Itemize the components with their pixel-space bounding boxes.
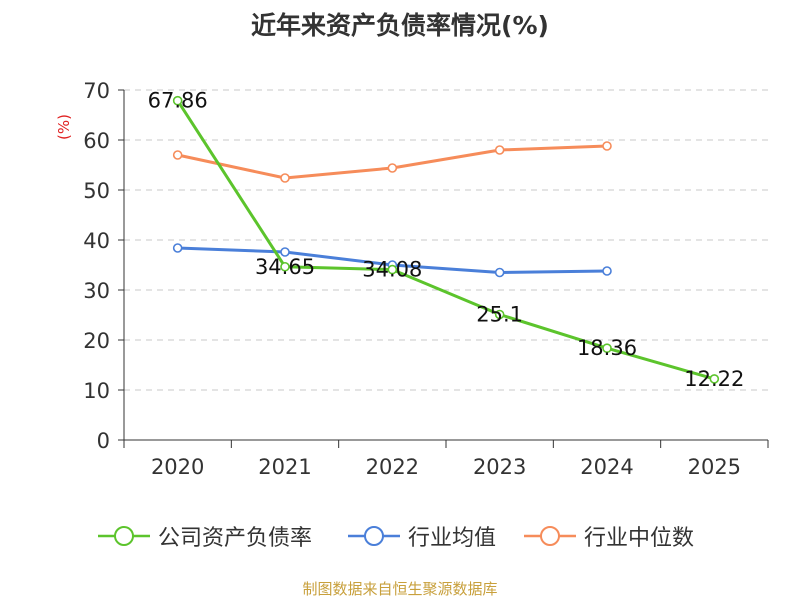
legend-item: 行业均值: [348, 518, 496, 554]
data-point: [602, 141, 612, 151]
chart-title: 近年来资产负债率情况(%): [251, 11, 549, 40]
legend-item: 公司资产负债率: [98, 518, 312, 554]
data-point: [172, 150, 183, 160]
data-point: [494, 267, 505, 278]
y-tick-label: 70: [83, 79, 110, 103]
y-tick-label: 0: [97, 429, 110, 453]
data-point: [602, 343, 612, 354]
legend-item: 行业中位数: [524, 518, 694, 554]
data-point: [280, 261, 290, 272]
data-label: 12.22: [684, 367, 744, 391]
x-tick-label: 2023: [473, 455, 526, 479]
data-label: 25.1: [476, 303, 523, 327]
data-point: [172, 243, 183, 253]
data-point: [387, 264, 398, 275]
y-tick-label: 40: [83, 229, 110, 253]
legend-label: 公司资产负债率: [158, 526, 313, 551]
legend: 公司资产负债率 行业均值 行业中位数: [0, 518, 800, 554]
y-tick-label: 60: [83, 129, 110, 153]
y-axis-label: (%): [55, 114, 73, 140]
data-point: [172, 95, 183, 106]
legend-marker-icon: [524, 526, 576, 546]
legend-label: 行业中位数: [584, 526, 695, 551]
data-point: [494, 145, 505, 155]
legend-marker-icon: [348, 526, 400, 546]
legend-circle: [540, 526, 560, 546]
data-point: [387, 163, 398, 173]
series-line: [177, 144, 608, 180]
y-tick-label: 20: [83, 329, 110, 353]
legend-circle: [114, 526, 134, 546]
data-point: [709, 374, 720, 384]
data-point: [602, 266, 612, 276]
legend-marker-icon: [98, 526, 150, 546]
data-point: [280, 173, 290, 183]
x-tick-label: 2024: [580, 455, 633, 479]
x-tick-label: 2022: [366, 455, 419, 479]
y-tick-label: 50: [83, 179, 110, 203]
y-tick-label: 30: [83, 279, 110, 303]
data-label: 34.65: [255, 255, 315, 279]
legend-circle: [364, 526, 384, 546]
series-line: [176, 99, 715, 381]
data-label: 67.86: [148, 89, 208, 113]
data-point: [280, 247, 290, 257]
x-tick-label: 2021: [258, 455, 311, 479]
y-tick-label: 10: [83, 379, 110, 403]
x-tick-label: 2020: [151, 455, 204, 479]
data-label: 34.08: [362, 258, 422, 282]
legend-label: 行业均值: [408, 526, 497, 551]
data-point: [494, 309, 505, 320]
x-tick-label: 2025: [688, 455, 741, 479]
source-footnote: 制图数据来自恒生聚源数据库: [302, 580, 498, 598]
data-label: 18.36: [577, 336, 637, 360]
